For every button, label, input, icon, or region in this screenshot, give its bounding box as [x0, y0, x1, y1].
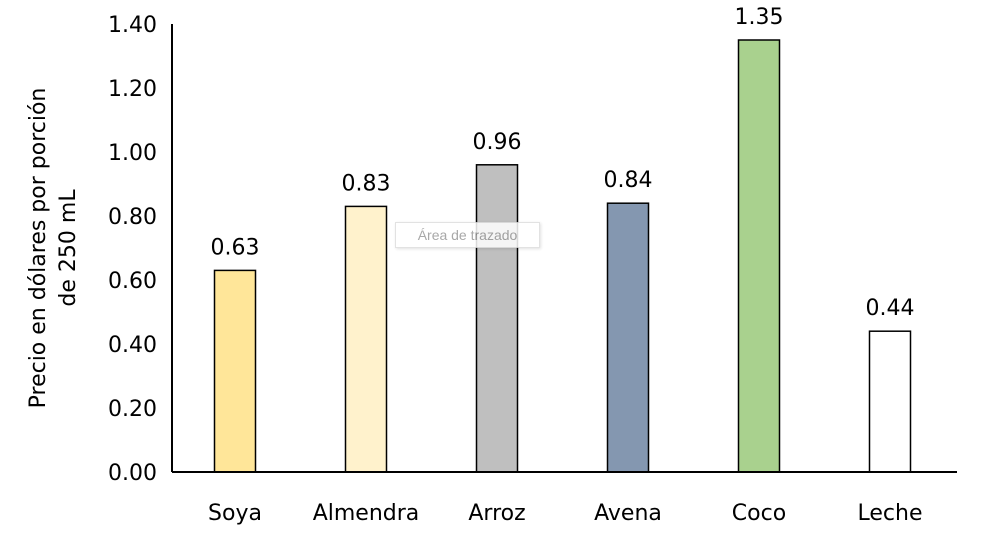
bar-coco [737, 39, 781, 473]
y-tick-label: 0.60 [108, 269, 157, 294]
data-label: 0.83 [342, 171, 391, 196]
data-label: 0.84 [604, 168, 653, 193]
x-tick-label: Soya [208, 501, 262, 526]
data-label: 0.96 [473, 130, 522, 155]
bar-soya [213, 269, 257, 473]
y-axis-label-line: de 250 mL [56, 189, 81, 307]
bar-arroz [475, 164, 519, 473]
y-tick-label: 1.20 [108, 77, 157, 102]
y-tick-label: 0.80 [108, 205, 157, 230]
y-tick-label: 0.20 [108, 397, 157, 422]
x-tick-label: Leche [858, 501, 923, 526]
bar-avena [606, 202, 650, 473]
x-tick-label: Arroz [468, 501, 525, 526]
y-axis-label: Precio en dólares por porción de 250 mL [26, 88, 81, 409]
y-tick-label: 1.00 [108, 141, 157, 166]
data-label: 0.44 [866, 296, 915, 321]
y-tick-label: 1.40 [108, 13, 157, 38]
y-tick-label: 0.00 [108, 461, 157, 486]
data-label: 0.63 [211, 235, 260, 260]
x-tick-label: Coco [732, 501, 786, 526]
y-tick-label: 0.40 [108, 333, 157, 358]
plot-area-tooltip: Área de trazado [395, 222, 540, 248]
x-tick-label: Avena [594, 501, 662, 526]
x-tick-label: Almendra [313, 501, 420, 526]
bar-almendra [344, 205, 388, 473]
y-axis-label-line: Precio en dólares por porción [26, 88, 51, 409]
bar-leche [868, 330, 912, 473]
data-label: 1.35 [735, 5, 784, 30]
